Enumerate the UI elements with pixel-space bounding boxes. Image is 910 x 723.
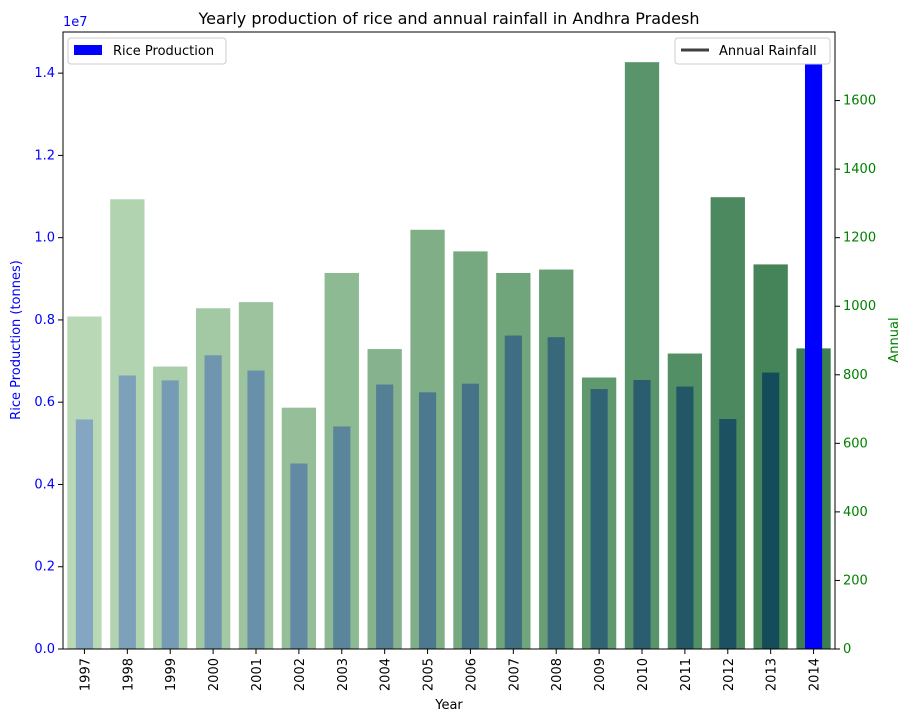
legend-frame: [674, 37, 831, 65]
x-axis-tick-label: 1998: [121, 658, 136, 691]
x-axis-tick-label: 2010: [636, 658, 651, 691]
legend-rice: Rice Production: [67, 37, 227, 65]
right-axis: 0 200 400 600 800 1000 1200 1400 1600: [835, 94, 876, 657]
rice-bar: [590, 389, 608, 649]
x-axis-tick-label: 2001: [250, 658, 265, 691]
x-axis-tick-label: 2007: [507, 658, 522, 691]
x-axis-tick-label: 2014: [808, 658, 823, 691]
right-axis-tick-label: 400: [843, 505, 868, 520]
x-axis-tick-label: 2005: [422, 658, 437, 691]
rice-bar: [75, 419, 94, 649]
x-axis-tick-label: 1997: [78, 658, 93, 691]
x-axis-tick-label: 2008: [550, 658, 565, 691]
rice-bar: [719, 419, 737, 649]
left-axis-tick-label: 0.2: [34, 560, 55, 575]
right-axis-tick-label: 1400: [843, 162, 876, 177]
right-axis-tick-label: 1200: [843, 231, 876, 246]
right-axis-tick-label: 1600: [843, 94, 876, 109]
rice-bar: [161, 380, 179, 649]
left-axis-tick-label: 0.8: [34, 313, 55, 328]
right-axis-tick-label: 800: [843, 368, 868, 383]
rice-bar: [376, 384, 394, 649]
rice-bars: [75, 62, 823, 650]
right-axis-tick-label: 200: [843, 573, 868, 588]
y-axis-right-label: Annual: [887, 317, 902, 362]
x-axis-tick-label: 2009: [593, 658, 608, 691]
x-axis-tick-label: 2013: [765, 658, 780, 691]
left-axis-tick-label: 0.4: [34, 477, 55, 492]
legend-frame: [67, 37, 227, 65]
x-axis-tick-label: 1999: [164, 658, 179, 691]
left-axis-tick-label: 1.2: [34, 148, 55, 163]
rice-bar: [762, 372, 780, 649]
rice-bar: [418, 392, 437, 649]
rice-bar: [118, 375, 136, 649]
x-axis-tick-label: 2006: [464, 658, 479, 691]
left-axis-tick-label: 1.4: [34, 66, 55, 81]
rainfall-bars: [67, 62, 831, 650]
y-axis-left-label: Rice Production (tonnes): [9, 260, 24, 420]
chart-title: Yearly production of rice and annual rai…: [197, 9, 699, 28]
legend-label-rice: Rice Production: [113, 44, 214, 59]
rice-bar: [804, 62, 823, 650]
x-axis: 1997 1998 1999 2000 2001 2002 2003 2004 2005 2006…: [78, 649, 823, 691]
rice-bar: [633, 379, 651, 649]
x-axis-tick-label: 2003: [336, 658, 351, 691]
rice-bar: [461, 383, 480, 649]
rice-bar: [204, 355, 222, 649]
x-axis-tick-label: 2011: [679, 658, 694, 691]
legend-label-rainfall: Annual Rainfall: [719, 44, 817, 59]
rice-bar: [504, 335, 522, 649]
rice-bar: [290, 463, 308, 649]
legend-swatch-rice: [74, 45, 102, 55]
x-axis-tick-label: 2012: [722, 658, 737, 691]
x-axis-tick-label: 2000: [207, 658, 222, 691]
left-axis-tick-label: 0.0: [34, 642, 55, 657]
right-axis-tick-label: 0: [843, 642, 851, 657]
rice-bar: [333, 426, 351, 649]
right-axis-tick-label: 1000: [843, 299, 876, 314]
x-axis-label: Year: [434, 698, 463, 713]
x-axis-tick-label: 2002: [293, 658, 308, 691]
left-axis-tick-label: 1.0: [34, 231, 55, 246]
left-axis-tick-label: 0.6: [34, 395, 55, 410]
rice-bar: [547, 337, 565, 649]
x-axis-tick-label: 2004: [379, 658, 394, 691]
legend-rainfall: Annual Rainfall: [674, 37, 831, 65]
rice-bar: [676, 386, 694, 649]
right-axis-tick-label: 600: [843, 436, 868, 451]
plot-frame: [62, 31, 836, 650]
left-axis: 0.0 0.2 0.4 0.6 0.8 1.0 1.2 1.4: [34, 66, 63, 657]
rice-bar: [247, 370, 265, 649]
left-axis-multiplier: 1e7: [63, 15, 88, 30]
